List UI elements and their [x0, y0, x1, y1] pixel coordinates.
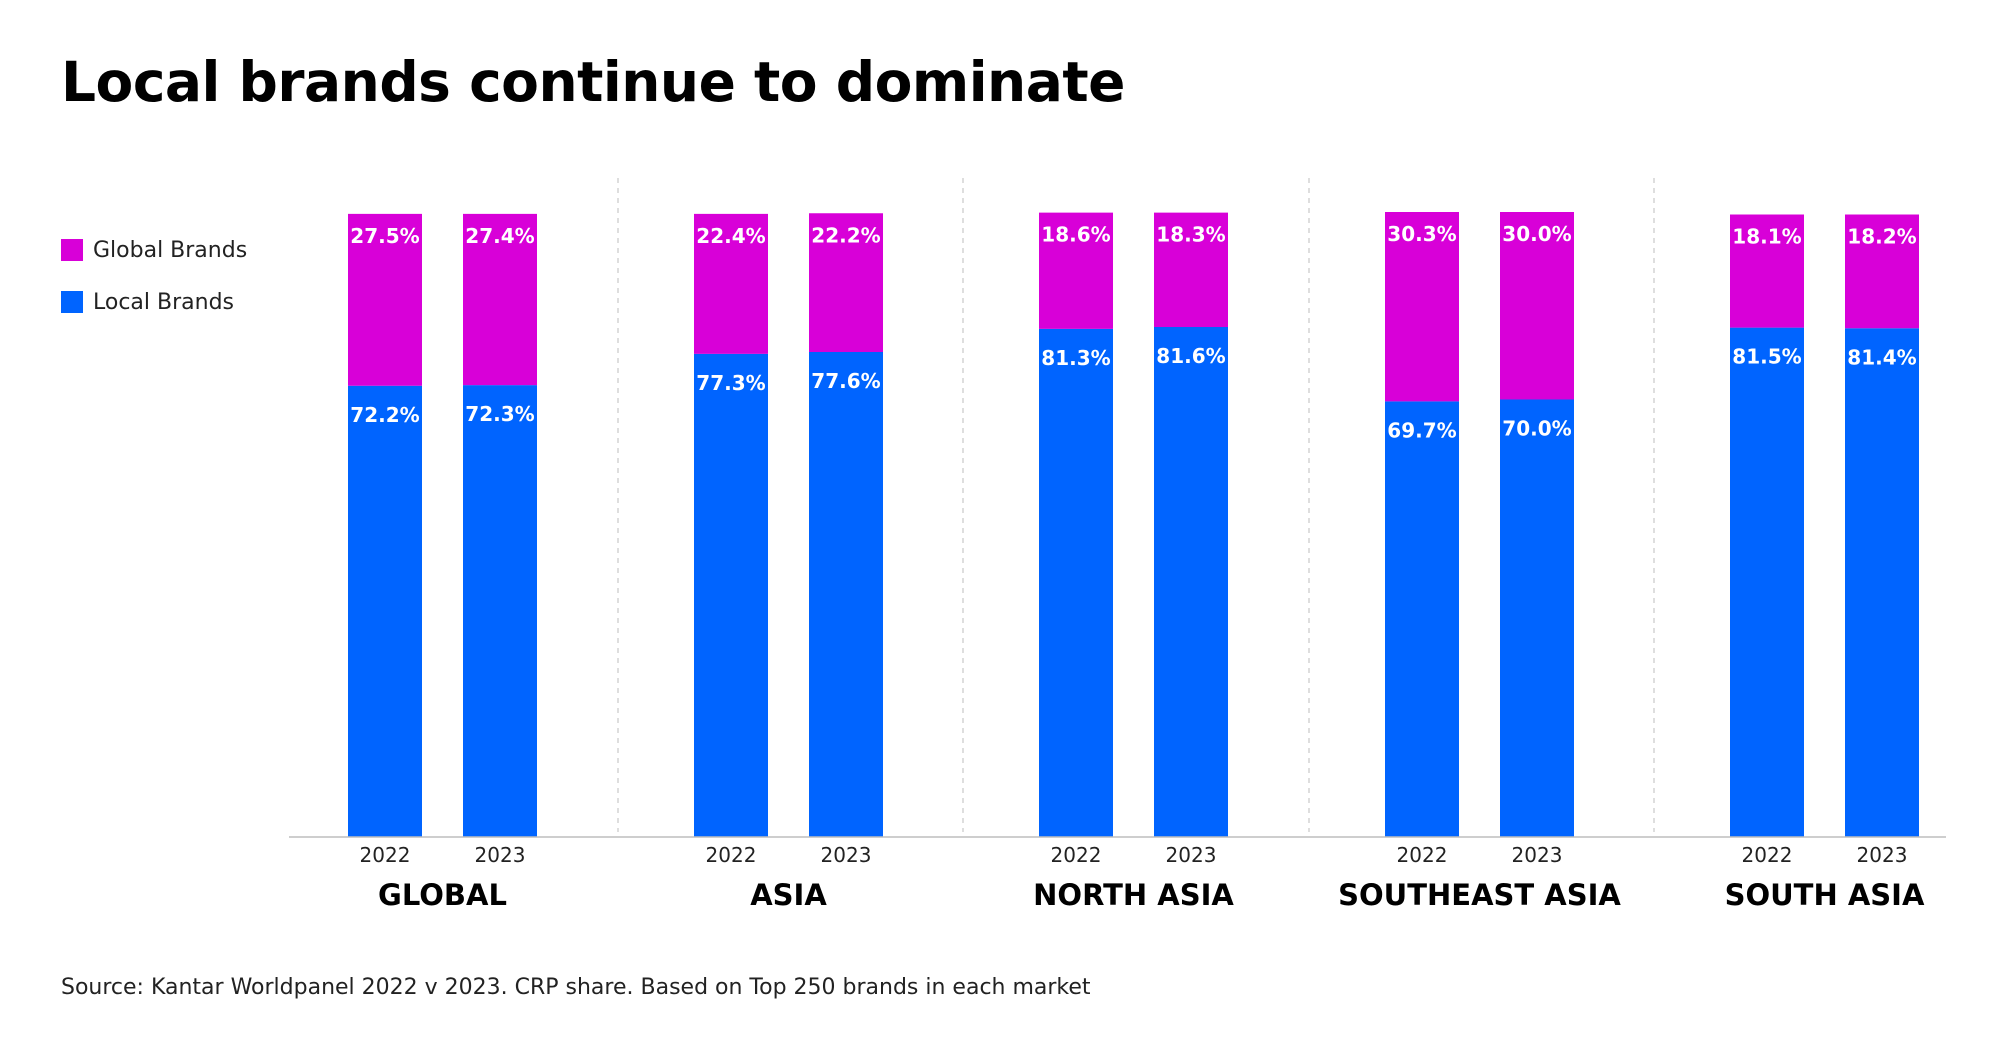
legend: Global Brands Local Brands	[61, 224, 247, 328]
data-label-local-asia-2023: 77.6%	[811, 369, 880, 393]
chart-title: Local brands continue to dominate	[61, 50, 1125, 114]
bar-local-global-2023	[463, 385, 537, 837]
data-label-local-south-asia-2022: 81.5%	[1732, 345, 1801, 369]
bar-local-south-asia-2023	[1845, 328, 1919, 837]
x-tick-label-global-2023: 2023	[475, 843, 526, 867]
data-label-local-southeast-asia-2022: 69.7%	[1387, 418, 1456, 442]
x-tick-label-global-2022: 2022	[360, 843, 411, 867]
data-label-global-global-2022: 27.5%	[350, 224, 419, 248]
x-tick-label-north-asia-2022: 2022	[1051, 843, 1102, 867]
bar-local-southeast-asia-2023	[1500, 399, 1574, 837]
data-label-global-south-asia-2022: 18.1%	[1732, 225, 1801, 249]
data-label-local-north-asia-2023: 81.6%	[1156, 344, 1225, 368]
group-label-north-asia: NORTH ASIA	[1033, 878, 1234, 912]
legend-swatch-local	[61, 291, 83, 313]
data-label-global-asia-2023: 22.2%	[811, 223, 880, 247]
data-label-global-southeast-asia-2022: 30.3%	[1387, 222, 1456, 246]
group-label-global: GLOBAL	[378, 878, 507, 912]
x-tick-label-asia-2023: 2023	[821, 843, 872, 867]
group-label-asia: ASIA	[750, 878, 827, 912]
legend-swatch-global	[61, 239, 83, 261]
bar-local-north-asia-2022	[1039, 328, 1113, 837]
bar-global-north-asia-2022	[1039, 212, 1113, 329]
data-label-global-north-asia-2022: 18.6%	[1041, 223, 1110, 247]
data-label-global-southeast-asia-2023: 30.0%	[1502, 222, 1571, 246]
x-tick-label-south-asia-2022: 2022	[1742, 843, 1793, 867]
x-tick-label-south-asia-2023: 2023	[1857, 843, 1908, 867]
data-label-local-asia-2022: 77.3%	[696, 371, 765, 395]
data-label-local-south-asia-2023: 81.4%	[1847, 345, 1916, 369]
data-label-global-south-asia-2023: 18.2%	[1847, 225, 1916, 249]
bar-global-global-2022	[348, 213, 422, 386]
data-label-local-southeast-asia-2023: 70.0%	[1502, 417, 1571, 441]
bar-global-south-asia-2022	[1730, 214, 1804, 328]
data-label-global-asia-2022: 22.4%	[696, 224, 765, 248]
source-note: Source: Kantar Worldpanel 2022 v 2023. C…	[61, 975, 1091, 1000]
bar-local-southeast-asia-2022	[1385, 401, 1459, 837]
data-label-global-global-2023: 27.4%	[465, 224, 534, 248]
group-label-southeast-asia: SOUTHEAST ASIA	[1338, 878, 1621, 912]
bar-global-southeast-asia-2023	[1500, 212, 1574, 400]
bar-local-south-asia-2022	[1730, 327, 1804, 837]
data-label-global-north-asia-2023: 18.3%	[1156, 223, 1225, 247]
data-label-local-north-asia-2022: 81.3%	[1041, 346, 1110, 370]
x-tick-label-southeast-asia-2022: 2022	[1397, 843, 1448, 867]
legend-item-local: Local Brands	[61, 276, 247, 328]
data-label-local-global-2022: 72.2%	[350, 403, 419, 427]
legend-label-local: Local Brands	[93, 289, 235, 315]
bar-local-global-2022	[348, 385, 422, 837]
bar-global-asia-2023	[809, 213, 883, 352]
group-label-south-asia: SOUTH ASIA	[1725, 878, 1925, 912]
bar-global-south-asia-2023	[1845, 214, 1919, 329]
bar-global-global-2023	[463, 213, 537, 386]
legend-item-global: Global Brands	[61, 224, 247, 276]
bar-global-north-asia-2023	[1154, 212, 1228, 327]
x-tick-label-asia-2022: 2022	[706, 843, 757, 867]
bar-local-asia-2023	[809, 352, 883, 837]
x-tick-label-north-asia-2023: 2023	[1166, 843, 1217, 867]
bar-local-asia-2022	[694, 353, 768, 837]
x-tick-label-southeast-asia-2023: 2023	[1512, 843, 1563, 867]
bar-local-north-asia-2023	[1154, 327, 1228, 837]
data-label-local-global-2023: 72.3%	[465, 402, 534, 426]
legend-label-global: Global Brands	[93, 237, 248, 263]
bar-global-southeast-asia-2022	[1385, 212, 1459, 402]
bar-global-asia-2022	[694, 213, 768, 354]
